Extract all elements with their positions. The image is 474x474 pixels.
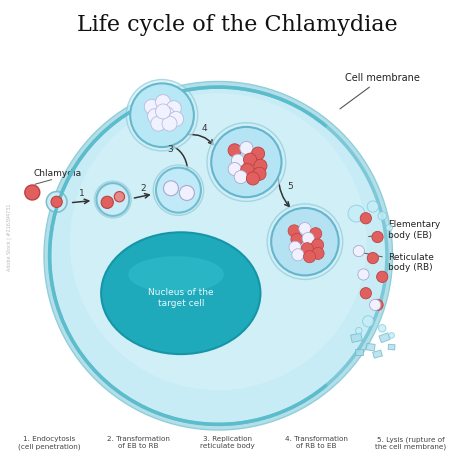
Circle shape xyxy=(253,167,266,180)
Circle shape xyxy=(155,95,171,109)
Text: Reticulate
body (RB): Reticulate body (RB) xyxy=(362,253,434,273)
Circle shape xyxy=(358,269,369,280)
Circle shape xyxy=(179,185,194,201)
Text: 3. Replication
reticulate body: 3. Replication reticulate body xyxy=(200,436,255,449)
Circle shape xyxy=(130,83,194,147)
Circle shape xyxy=(147,109,163,124)
Circle shape xyxy=(254,159,267,173)
Circle shape xyxy=(46,191,67,212)
Circle shape xyxy=(360,288,372,299)
Circle shape xyxy=(241,164,254,177)
Circle shape xyxy=(50,87,387,424)
Circle shape xyxy=(246,172,259,185)
Text: 4. Transformation
of RB to EB: 4. Transformation of RB to EB xyxy=(285,436,348,449)
Circle shape xyxy=(386,224,392,231)
Circle shape xyxy=(389,333,394,338)
Circle shape xyxy=(70,93,367,390)
Text: 2. Transformation
of EB to RB: 2. Transformation of EB to RB xyxy=(107,436,170,449)
Ellipse shape xyxy=(101,232,260,354)
Circle shape xyxy=(378,212,386,220)
Circle shape xyxy=(291,233,303,246)
Text: 3: 3 xyxy=(168,145,173,154)
Bar xyxy=(373,350,383,358)
Bar xyxy=(355,349,363,355)
Bar xyxy=(366,343,375,351)
Circle shape xyxy=(303,251,316,263)
Bar xyxy=(388,344,395,350)
Circle shape xyxy=(231,154,245,167)
Text: Chlamydia: Chlamydia xyxy=(33,169,82,178)
Ellipse shape xyxy=(128,256,224,293)
Circle shape xyxy=(234,171,247,183)
Circle shape xyxy=(271,208,338,275)
Bar xyxy=(379,333,390,343)
Circle shape xyxy=(367,253,378,264)
Circle shape xyxy=(360,213,372,224)
Circle shape xyxy=(114,191,125,202)
Circle shape xyxy=(299,222,311,235)
Circle shape xyxy=(310,228,322,240)
Circle shape xyxy=(302,232,314,245)
Text: Cell membrane: Cell membrane xyxy=(340,73,419,109)
Circle shape xyxy=(267,204,343,280)
Circle shape xyxy=(228,163,241,176)
Circle shape xyxy=(156,168,201,213)
Text: Nucleus of the
target cell: Nucleus of the target cell xyxy=(148,288,214,308)
Circle shape xyxy=(288,225,300,237)
Circle shape xyxy=(370,299,381,310)
Circle shape xyxy=(155,104,171,119)
Text: 1. Endocytosis
(cell penetration): 1. Endocytosis (cell penetration) xyxy=(18,436,81,449)
Circle shape xyxy=(311,239,324,251)
Circle shape xyxy=(211,127,282,197)
Circle shape xyxy=(367,201,378,212)
Circle shape xyxy=(244,153,257,166)
Circle shape xyxy=(292,249,304,261)
Circle shape xyxy=(301,243,313,255)
Circle shape xyxy=(44,82,392,430)
Circle shape xyxy=(240,141,253,155)
Circle shape xyxy=(289,241,301,254)
Circle shape xyxy=(144,99,159,114)
Text: 5: 5 xyxy=(288,182,293,191)
Circle shape xyxy=(348,205,365,222)
Text: Life cycle of the Chlamydiae: Life cycle of the Chlamydiae xyxy=(77,15,397,36)
Text: Adobe Stock | #216394731: Adobe Stock | #216394731 xyxy=(6,203,12,271)
Circle shape xyxy=(127,80,198,151)
Circle shape xyxy=(207,123,286,201)
Circle shape xyxy=(101,196,113,209)
Circle shape xyxy=(356,328,362,334)
Circle shape xyxy=(153,165,204,215)
Circle shape xyxy=(97,183,129,216)
Circle shape xyxy=(51,196,62,208)
Text: 1: 1 xyxy=(79,189,84,198)
Circle shape xyxy=(372,231,383,243)
Circle shape xyxy=(228,144,241,157)
Circle shape xyxy=(94,181,131,218)
Circle shape xyxy=(312,247,324,259)
Circle shape xyxy=(169,111,183,127)
Circle shape xyxy=(353,246,365,257)
Text: 5. Lysis (rupture of
the cell membrane): 5. Lysis (rupture of the cell membrane) xyxy=(375,436,446,450)
Circle shape xyxy=(151,116,166,131)
Circle shape xyxy=(162,116,177,131)
Circle shape xyxy=(164,181,178,196)
Text: 2: 2 xyxy=(140,184,146,193)
Circle shape xyxy=(372,299,383,310)
Circle shape xyxy=(159,107,174,122)
Circle shape xyxy=(252,147,264,160)
Circle shape xyxy=(363,316,374,327)
Bar xyxy=(351,333,362,342)
Circle shape xyxy=(378,325,386,332)
Circle shape xyxy=(166,100,181,116)
Circle shape xyxy=(25,185,40,200)
Circle shape xyxy=(377,271,388,283)
Text: Elementary
body (EB): Elementary body (EB) xyxy=(369,220,440,240)
Text: 4: 4 xyxy=(201,124,207,133)
